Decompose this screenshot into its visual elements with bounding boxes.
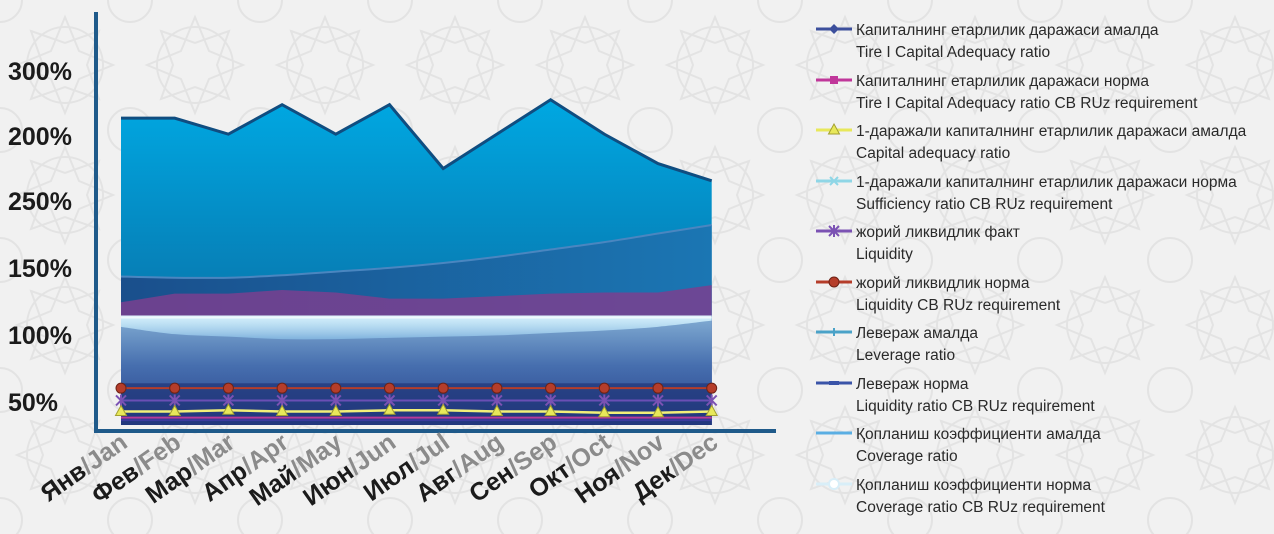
- data-point-3-12: [705, 404, 719, 416]
- series-line-3: [121, 409, 712, 414]
- legend-item: Капиталнинг етарлилик даражаси амалда Tir…: [814, 18, 1269, 62]
- legend-label: Қопланиш коэффициенти норма: [856, 476, 1092, 494]
- legend-marker: [816, 75, 852, 84]
- data-point-5-11: [652, 394, 664, 407]
- data-point-3-5: [329, 404, 343, 416]
- data-point-3-8: [490, 404, 504, 416]
- legend-marker-symbol: [829, 380, 839, 385]
- data-point-5-12: [705, 394, 718, 407]
- data-point-5-8: [491, 394, 503, 407]
- legend-label: Қопланиш коэффициенти амалда: [856, 426, 1101, 443]
- data-point-5-4: [276, 394, 288, 407]
- data-point-6-1: [115, 382, 127, 394]
- legend-marker: [816, 24, 852, 34]
- data-point-3-3: [222, 403, 235, 415]
- legend-label-en: Liquidity: [856, 246, 913, 263]
- legend-marker-symbol: [830, 328, 838, 336]
- data-point-5-5: [330, 394, 342, 407]
- data-point-6-4: [276, 382, 288, 394]
- data-point-3-1: [114, 404, 128, 416]
- data-point-5-9: [544, 394, 557, 407]
- legend-label-en: Coverage ratio CB RUz requirement: [856, 498, 1105, 516]
- legend-label: 1-даражали капиталнинг етарлилик даражас…: [856, 123, 1247, 140]
- y-tick-label: 50%: [8, 389, 59, 417]
- data-point-3-6: [383, 403, 396, 415]
- y-tick-label: 300%: [8, 58, 72, 86]
- series-line-top: [121, 97, 713, 183]
- legend-marker-symbol: [830, 75, 838, 84]
- data-point-6-11: [652, 382, 664, 394]
- legend-marker: [816, 225, 852, 237]
- legend-label-en: Sufficiency ratio CB RUz requirement: [856, 195, 1113, 213]
- legend-marker: [816, 175, 852, 186]
- data-point-6-3: [222, 382, 234, 394]
- legend-marker: [816, 431, 852, 435]
- legend-label-en: Tire I Capital Adequacy ratio: [856, 44, 1051, 61]
- legend-label: Левераж амалда: [856, 325, 978, 342]
- legend-marker-symbol: [827, 123, 841, 135]
- series-area-bottom: [121, 383, 712, 425]
- legend-label-en: Liquidity CB RUz requirement: [856, 296, 1061, 314]
- data-point-6-10: [598, 382, 610, 394]
- legend-label: Левераж норма: [856, 375, 969, 393]
- legend-item: Левераж амалда Leverage ratio: [814, 321, 1269, 365]
- legend-label: жорий ликвидлик факт: [856, 224, 1020, 241]
- legend-marker-symbol: [828, 225, 840, 237]
- data-point-5-2: [168, 394, 181, 407]
- legend-label-en: Tire I Capital Adequacy ratio CB RUz req…: [856, 94, 1198, 112]
- legend-item: 1-даражали капиталнинг етарлилик даражас…: [814, 119, 1269, 163]
- y-tick-label: 250%: [8, 188, 72, 216]
- data-point-6-12: [706, 382, 718, 394]
- legend-label: Капиталнинг етарлилик даражаси амалда: [856, 22, 1159, 39]
- y-tick-label: 150%: [8, 255, 72, 283]
- legend-item: жорий ликвидлик факт Liquidity: [814, 220, 1269, 264]
- data-point-3-2: [168, 404, 182, 416]
- legend-marker: [816, 123, 852, 135]
- data-point-5-1: [115, 394, 127, 407]
- legend-label-en: Capital adequacy ratio: [856, 145, 1011, 162]
- legend-label: жорий ликвидлик норма: [856, 274, 1030, 292]
- data-point-6-2: [169, 382, 181, 394]
- legend-label-en: Liquidity ratio CB RUz requirement: [856, 397, 1095, 415]
- data-point-6-8: [491, 382, 503, 394]
- data-point-6-9: [545, 382, 557, 394]
- legend-marker: [816, 380, 852, 385]
- series-area-leverage-actual: [121, 317, 712, 340]
- data-point-5-10: [598, 394, 611, 407]
- legend-marker-symbol: [828, 276, 840, 287]
- legend-label-en: Leverage ratio: [856, 347, 956, 364]
- series-line-coverage-norm: [120, 223, 712, 279]
- data-point-3-11: [651, 405, 665, 418]
- legend-label-en: Coverage ratio: [856, 448, 958, 465]
- chart: Янв/JanФев/FebМар/MarАпр/AprМай/MayИюн/J…: [36, 12, 776, 512]
- legend-item: Қопланиш коэффициенти амалда Coverage rat…: [814, 422, 1269, 466]
- data-point-3-10: [597, 405, 611, 418]
- legend-label: 1-даражали капиталнинг етарлилик даражас…: [856, 173, 1237, 191]
- legend-item: жорий ликвидлик норма Liquidity CB RUz re…: [814, 271, 1269, 315]
- legend-marker-symbol: [829, 24, 839, 34]
- y-tick-label: 200%: [8, 123, 72, 151]
- data-point-6-7: [437, 382, 449, 394]
- y-tick-label: 100%: [8, 322, 72, 350]
- legend-marker: [816, 328, 852, 336]
- data-point-3-4: [275, 404, 289, 416]
- data-point-6-6: [384, 382, 395, 394]
- legend-marker-symbol: [828, 477, 840, 490]
- legend-marker: [816, 276, 852, 287]
- data-point-3-9: [544, 404, 557, 416]
- legend-label: Капиталнинг етарлилик даражаси норма: [856, 72, 1149, 90]
- legend-item: 1-даражали капиталнинг етарлилик даражас…: [814, 170, 1269, 214]
- data-point-3-7: [436, 403, 450, 415]
- legend-item: Қопланиш коэффициенти норма Coverage rati…: [814, 473, 1269, 517]
- data-point-6-5: [330, 382, 342, 394]
- legend-marker: [816, 477, 852, 490]
- legend-item: Левераж норма Liquidity ratio CB RUz requ…: [814, 372, 1269, 416]
- legend-item: Капиталнинг етарлилик даражаси норма Tire…: [814, 69, 1269, 113]
- legend-marker-symbol: [829, 175, 839, 186]
